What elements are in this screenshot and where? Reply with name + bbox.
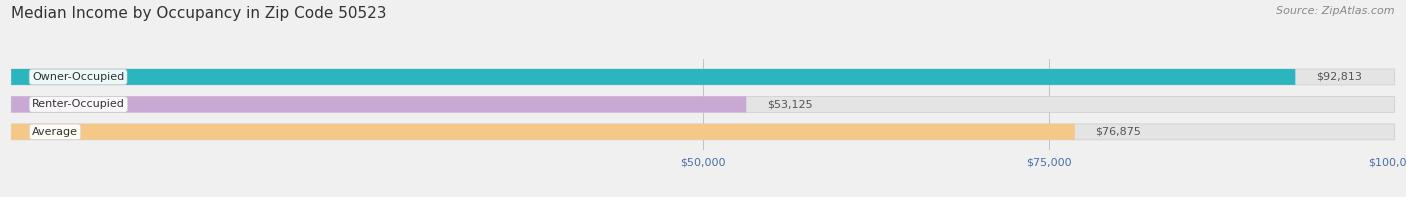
Text: $92,813: $92,813 xyxy=(1316,72,1362,82)
Text: Average: Average xyxy=(32,127,77,137)
Text: $76,875: $76,875 xyxy=(1095,127,1142,137)
FancyBboxPatch shape xyxy=(11,69,1295,85)
FancyBboxPatch shape xyxy=(11,69,1395,85)
FancyBboxPatch shape xyxy=(11,124,1395,140)
Text: Renter-Occupied: Renter-Occupied xyxy=(32,99,125,109)
Text: Owner-Occupied: Owner-Occupied xyxy=(32,72,124,82)
FancyBboxPatch shape xyxy=(11,97,747,112)
Text: Median Income by Occupancy in Zip Code 50523: Median Income by Occupancy in Zip Code 5… xyxy=(11,6,387,21)
FancyBboxPatch shape xyxy=(11,97,1395,112)
Text: Source: ZipAtlas.com: Source: ZipAtlas.com xyxy=(1277,6,1395,16)
Text: $53,125: $53,125 xyxy=(768,99,813,109)
FancyBboxPatch shape xyxy=(11,124,1074,140)
